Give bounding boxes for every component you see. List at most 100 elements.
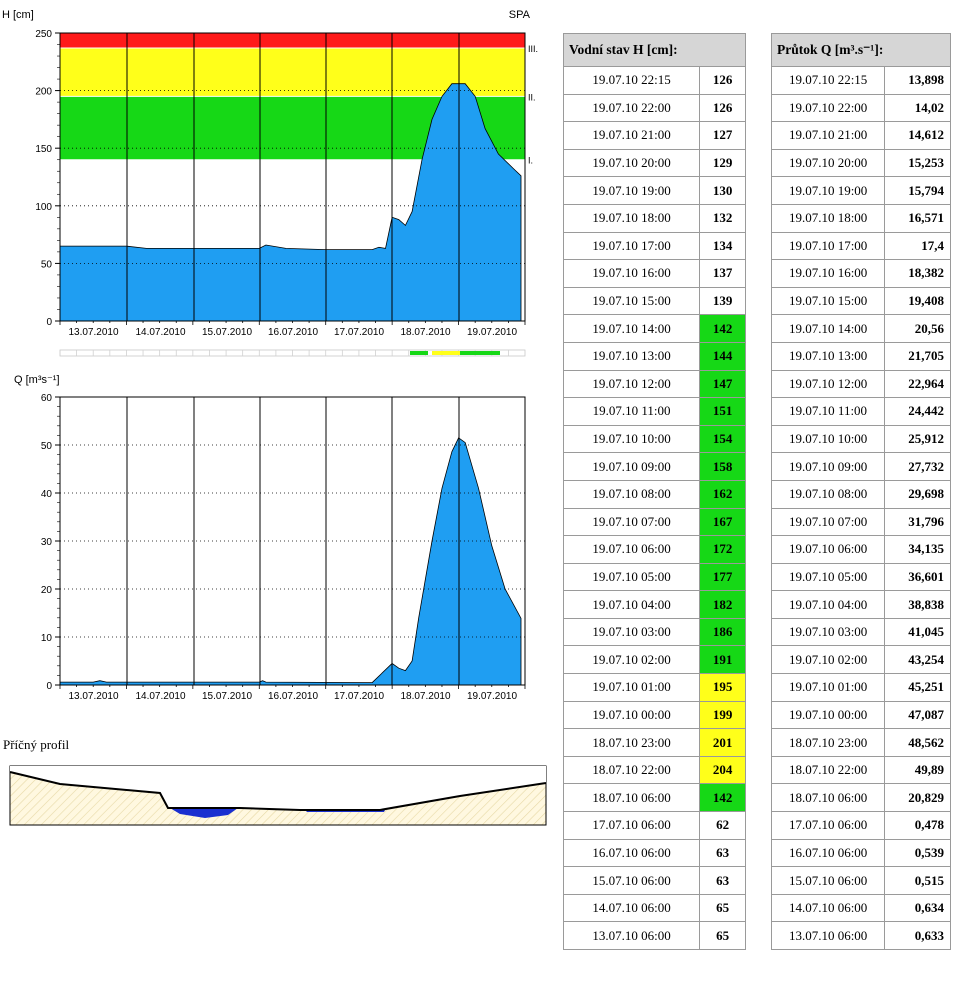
spa-corner-label: SPA bbox=[509, 9, 531, 21]
water-level-row: 19.07.10 21:00 127 bbox=[562, 121, 746, 150]
profile-water-left bbox=[170, 808, 238, 818]
discharge-table: Průtok Q [m³.s⁻¹]: 19.07.10 22:15 13,898 1… bbox=[770, 33, 951, 950]
y-tick-label: 60 bbox=[41, 393, 53, 404]
water-level-row: 19.07.10 04:00 182 bbox=[562, 590, 746, 619]
water-level-value: 126 bbox=[699, 93, 746, 123]
marker-strip-segment bbox=[460, 351, 500, 355]
series-area bbox=[59, 83, 522, 322]
water-level-value: 127 bbox=[699, 121, 746, 150]
x-tick-label: 13.07.2010 bbox=[68, 327, 118, 338]
spa-level-label: III. bbox=[528, 44, 538, 54]
discharge-chart: Q [m³s⁻¹] 0 10 20 30 40 50 60 13.07.2010 14.07.2… bbox=[14, 374, 526, 702]
y-tick-label: 40 bbox=[41, 489, 53, 500]
x-tick-label: 15.07.2010 bbox=[202, 691, 252, 702]
discharge-value: 17,4 bbox=[884, 231, 951, 261]
water-level-datetime: 19.07.10 06:00 bbox=[562, 535, 701, 564]
x-tick-label: 16.07.2010 bbox=[268, 327, 318, 338]
discharge-datetime: 19.07.10 06:00 bbox=[770, 535, 886, 564]
water-level-table: Vodní stav H [cm]: 19.07.10 22:15 126 19.0… bbox=[562, 33, 746, 950]
discharge-datetime: 19.07.10 03:00 bbox=[770, 617, 886, 647]
water-level-datetime: 19.07.10 17:00 bbox=[562, 231, 701, 261]
water-level-row: 19.07.10 22:00 126 bbox=[562, 93, 746, 123]
spa-band-3 bbox=[60, 33, 525, 48]
water-level-row: 19.07.10 17:00 134 bbox=[562, 231, 746, 261]
discharge-value: 38,838 bbox=[884, 590, 951, 619]
discharge-datetime: 19.07.10 01:00 bbox=[770, 673, 886, 702]
water-level-row: 17.07.10 06:00 62 bbox=[562, 811, 746, 840]
discharge-datetime: 17.07.10 06:00 bbox=[770, 811, 886, 840]
discharge-value: 20,829 bbox=[884, 783, 951, 813]
water-level-datetime: 19.07.10 14:00 bbox=[562, 314, 701, 343]
discharge-value: 0,478 bbox=[884, 811, 951, 840]
water-level-row: 18.07.10 22:00 204 bbox=[562, 755, 746, 785]
water-level-row: 19.07.10 20:00 129 bbox=[562, 148, 746, 178]
discharge-value: 0,633 bbox=[884, 921, 951, 950]
discharge-row: 18.07.10 22:00 49,89 bbox=[770, 755, 951, 785]
discharge-datetime: 19.07.10 04:00 bbox=[770, 590, 886, 619]
profile-ground-line bbox=[9, 771, 547, 811]
x-tick-label: 13.07.2010 bbox=[68, 691, 118, 702]
discharge-datetime: 19.07.10 13:00 bbox=[770, 341, 886, 371]
x-tick-label: 14.07.2010 bbox=[135, 691, 185, 702]
water-level-row: 19.07.10 03:00 186 bbox=[562, 617, 746, 647]
discharge-row: 19.07.10 02:00 43,254 bbox=[770, 645, 951, 675]
water-level-row: 19.07.10 02:00 191 bbox=[562, 645, 746, 675]
water-level-row: 19.07.10 11:00 151 bbox=[562, 397, 746, 426]
water-level-row: 15.07.10 06:00 63 bbox=[562, 866, 746, 895]
y-tick-label: 150 bbox=[35, 144, 52, 155]
water-level-value: 63 bbox=[699, 866, 746, 895]
water-level-value: 167 bbox=[699, 507, 746, 537]
water-level-value: 65 bbox=[699, 893, 746, 923]
discharge-datetime: 15.07.10 06:00 bbox=[770, 866, 886, 895]
water-level-value: 195 bbox=[699, 673, 746, 702]
discharge-value: 15,794 bbox=[884, 176, 951, 205]
water-level-value: 126 bbox=[699, 66, 746, 95]
discharge-row: 18.07.10 06:00 20,829 bbox=[770, 783, 951, 813]
water-level-row: 19.07.10 08:00 162 bbox=[562, 479, 746, 509]
water-level-row: 19.07.10 18:00 132 bbox=[562, 203, 746, 233]
water-level-value: 186 bbox=[699, 617, 746, 647]
discharge-row: 19.07.10 03:00 41,045 bbox=[770, 617, 951, 647]
discharge-row: 19.07.10 08:00 29,698 bbox=[770, 479, 951, 509]
x-tick-label: 18.07.2010 bbox=[400, 691, 450, 702]
water-level-value: 134 bbox=[699, 231, 746, 261]
water-level-row: 19.07.10 00:00 199 bbox=[562, 700, 746, 730]
water-level-row: 16.07.10 06:00 63 bbox=[562, 838, 746, 868]
water-level-datetime: 19.07.10 12:00 bbox=[562, 369, 701, 399]
discharge-datetime: 14.07.10 06:00 bbox=[770, 893, 886, 923]
discharge-row: 19.07.10 13:00 21,705 bbox=[770, 341, 951, 371]
discharge-row: 19.07.10 20:00 15,253 bbox=[770, 148, 951, 178]
discharge-row: 19.07.10 16:00 18,382 bbox=[770, 259, 951, 288]
discharge-value: 14,02 bbox=[884, 93, 951, 123]
discharge-row: 19.07.10 11:00 24,442 bbox=[770, 397, 951, 426]
water-level-value: 132 bbox=[699, 203, 746, 233]
profile-title: Příčný profil bbox=[3, 737, 70, 752]
water-level-datetime: 19.07.10 01:00 bbox=[562, 673, 701, 702]
discharge-row: 19.07.10 18:00 16,571 bbox=[770, 203, 951, 233]
water-level-datetime: 19.07.10 09:00 bbox=[562, 452, 701, 481]
x-tick-label: 17.07.2010 bbox=[334, 327, 384, 338]
y-tick-label: 50 bbox=[41, 441, 53, 452]
discharge-datetime: 19.07.10 14:00 bbox=[770, 314, 886, 343]
cross-section-profile bbox=[9, 765, 547, 826]
discharge-row: 19.07.10 22:15 13,898 bbox=[770, 66, 951, 95]
discharge-row: 19.07.10 12:00 22,964 bbox=[770, 369, 951, 399]
water-level-value: 177 bbox=[699, 562, 746, 592]
marker-strip-segment bbox=[432, 351, 460, 355]
y-tick-label: 10 bbox=[41, 633, 53, 644]
discharge-value: 31,796 bbox=[884, 507, 951, 537]
water-level-table-header: Vodní stav H [cm]: bbox=[563, 33, 746, 67]
water-level-datetime: 19.07.10 05:00 bbox=[562, 562, 701, 592]
discharge-value: 19,408 bbox=[884, 286, 951, 316]
water-level-datetime: 19.07.10 15:00 bbox=[562, 286, 701, 316]
water-level-chart: H [cm] SPA 0 50 100 150 200 250 13.07.2010 14.0… bbox=[2, 9, 538, 338]
discharge-value: 24,442 bbox=[884, 397, 951, 426]
water-level-datetime: 19.07.10 18:00 bbox=[562, 203, 701, 233]
discharge-datetime: 19.07.10 20:00 bbox=[770, 148, 886, 178]
water-level-row: 19.07.10 10:00 154 bbox=[562, 424, 746, 454]
water-level-row: 19.07.10 22:15 126 bbox=[562, 66, 746, 95]
discharge-value: 34,135 bbox=[884, 535, 951, 564]
discharge-value: 49,89 bbox=[884, 755, 951, 785]
discharge-datetime: 19.07.10 17:00 bbox=[770, 231, 886, 261]
discharge-value: 0,634 bbox=[884, 893, 951, 923]
